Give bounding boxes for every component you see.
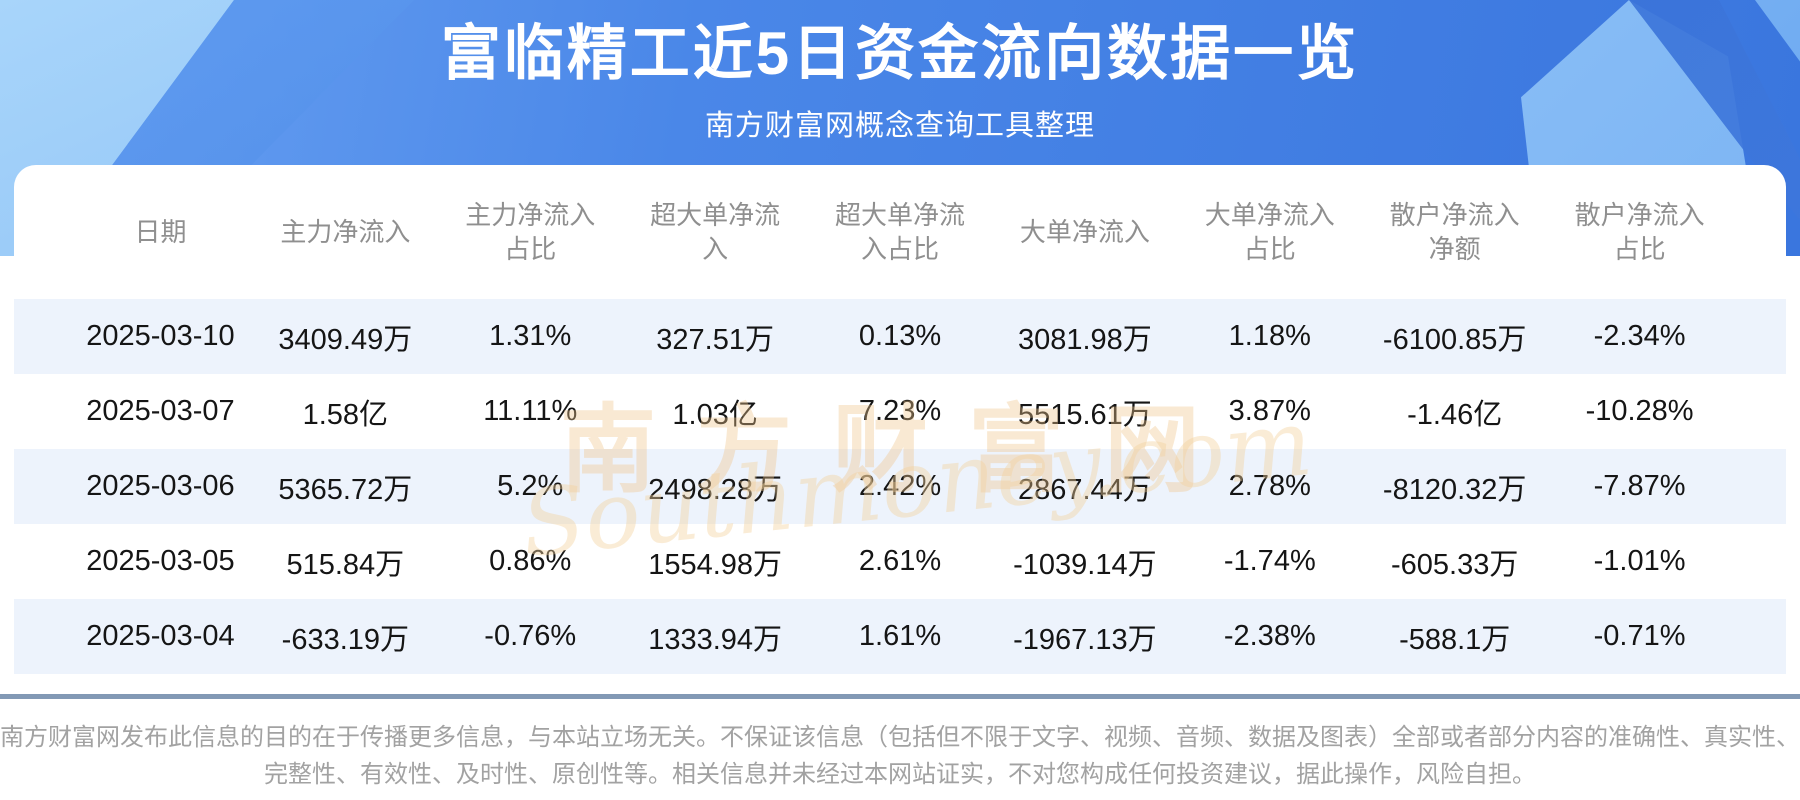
cell-large-net-inflow: -1039.14万	[1013, 548, 1157, 581]
cell-large-net-inflow: 2867.44万	[1017, 473, 1152, 506]
cell-large-net-inflow-pct: 1.18%	[1228, 320, 1311, 352]
cell-main-net-inflow: 515.84万	[286, 548, 405, 581]
cell-retail-net-inflow-pct: -10.28%	[1585, 395, 1694, 427]
page-subtitle: 南方财富网概念查询工具整理	[704, 110, 1095, 142]
cell-main-net-inflow-pct: 11.11%	[483, 395, 578, 427]
cell-main-net-inflow: -633.19万	[281, 623, 410, 656]
cell-large-net-inflow: 5515.61万	[1017, 398, 1152, 431]
cell-main-net-inflow: 3409.49万	[278, 323, 413, 356]
cell-xlarge-net-inflow-pct: 7.23%	[858, 395, 942, 427]
column-header-date: 日期	[134, 217, 187, 247]
divider	[0, 694, 1800, 699]
cell-xlarge-net-inflow-pct: 0.13%	[858, 320, 942, 352]
data-table-card: 日期 主力净流入 主力净流入占比 超大单净流入 超大单净流入占比 大单净流入 大…	[14, 165, 1786, 695]
cell-main-net-inflow: 5365.72万	[278, 473, 413, 506]
column-header-large-net-inflow: 大单净流入	[1019, 217, 1150, 247]
cell-main-net-inflow: 1.58亿	[302, 398, 389, 431]
cell-retail-net-inflow-pct: -2.34%	[1593, 320, 1686, 352]
column-header-retail-net-inflow: 散户净流入净额	[1389, 200, 1520, 264]
disclaimer-line-2: 完整性、有效性、及时性、原创性等。相关信息并未经过本网站证实，不对您构成任何投资…	[264, 761, 1536, 788]
disclaimer-footer: 南方财富网发布此信息的目的在于传播更多信息，与本站立场无关。不保证该信息（包括但…	[0, 699, 1800, 800]
cell-xlarge-net-inflow: 1.03亿	[672, 398, 758, 431]
column-header-main-net-inflow: 主力净流入	[280, 217, 411, 247]
cell-xlarge-net-inflow: 1554.98万	[648, 548, 783, 581]
cell-main-net-inflow-pct: 5.2%	[497, 470, 564, 502]
cell-xlarge-net-inflow: 2498.28万	[648, 473, 783, 506]
cell-main-net-inflow-pct: 0.86%	[489, 545, 572, 577]
column-header-retail-net-inflow-pct: 散户净流入占比	[1574, 200, 1705, 264]
cell-main-net-inflow-pct: 1.31%	[489, 320, 572, 352]
cell-large-net-inflow-pct: 3.87%	[1228, 395, 1311, 427]
table-row: 2025-03-04 -633.19万 -0.76% 1333.94万 1.61…	[14, 599, 1786, 674]
cell-retail-net-inflow-pct: -1.01%	[1593, 545, 1686, 577]
cell-date: 2025-03-05	[86, 545, 235, 577]
cell-large-net-inflow: -1967.13万	[1013, 623, 1157, 656]
cell-date: 2025-03-10	[86, 320, 235, 352]
table-row: 2025-03-05 515.84万 0.86% 1554.98万 2.61% …	[14, 524, 1786, 599]
cell-large-net-inflow-pct: 2.78%	[1228, 470, 1311, 502]
cell-retail-net-inflow: -588.1万	[1399, 623, 1511, 656]
table-row: 2025-03-10 3409.49万 1.31% 327.51万 0.13% …	[14, 299, 1786, 374]
column-header-main-net-inflow-pct: 主力净流入占比	[465, 200, 596, 264]
cell-date: 2025-03-04	[86, 620, 235, 652]
cell-main-net-inflow-pct: -0.76%	[484, 620, 577, 652]
cell-retail-net-inflow-pct: -0.71%	[1593, 620, 1686, 652]
cell-large-net-inflow: 3081.98万	[1017, 323, 1152, 356]
cell-retail-net-inflow: -1.46亿	[1407, 398, 1503, 431]
cell-date: 2025-03-07	[86, 395, 235, 427]
disclaimer-line-1: 南方财富网发布此信息的目的在于传播更多信息，与本站立场无关。不保证该信息（包括但…	[0, 724, 1800, 751]
column-header-large-net-inflow-pct: 大单净流入占比	[1204, 200, 1335, 264]
cell-xlarge-net-inflow-pct: 2.42%	[858, 470, 942, 502]
cell-large-net-inflow-pct: -1.74%	[1223, 545, 1316, 577]
page-title: 富临精工近5日资金流向数据一览	[440, 20, 1360, 87]
cell-xlarge-net-inflow-pct: 2.61%	[858, 545, 942, 577]
cell-retail-net-inflow: -605.33万	[1391, 548, 1519, 581]
cell-retail-net-inflow: -6100.85万	[1382, 323, 1527, 356]
cell-large-net-inflow-pct: -2.38%	[1223, 620, 1316, 652]
cell-retail-net-inflow-pct: -7.87%	[1593, 470, 1686, 502]
cell-retail-net-inflow: -8120.32万	[1382, 473, 1527, 506]
table-row: 2025-03-07 1.58亿 11.11% 1.03亿 7.23% 5515…	[14, 374, 1786, 449]
table-header-row: 日期 主力净流入 主力净流入占比 超大单净流入 超大单净流入占比 大单净流入 大…	[14, 165, 1786, 299]
cell-xlarge-net-inflow: 327.51万	[656, 323, 774, 356]
table-row: 2025-03-06 5365.72万 5.2% 2498.28万 2.42% …	[14, 449, 1786, 524]
cell-xlarge-net-inflow: 1333.94万	[648, 623, 783, 656]
column-header-xlarge-net-inflow: 超大单净流入	[650, 200, 781, 264]
column-header-xlarge-net-inflow-pct: 超大单净流入占比	[835, 200, 966, 264]
cell-date: 2025-03-06	[86, 470, 235, 502]
cell-xlarge-net-inflow-pct: 1.61%	[858, 620, 942, 652]
